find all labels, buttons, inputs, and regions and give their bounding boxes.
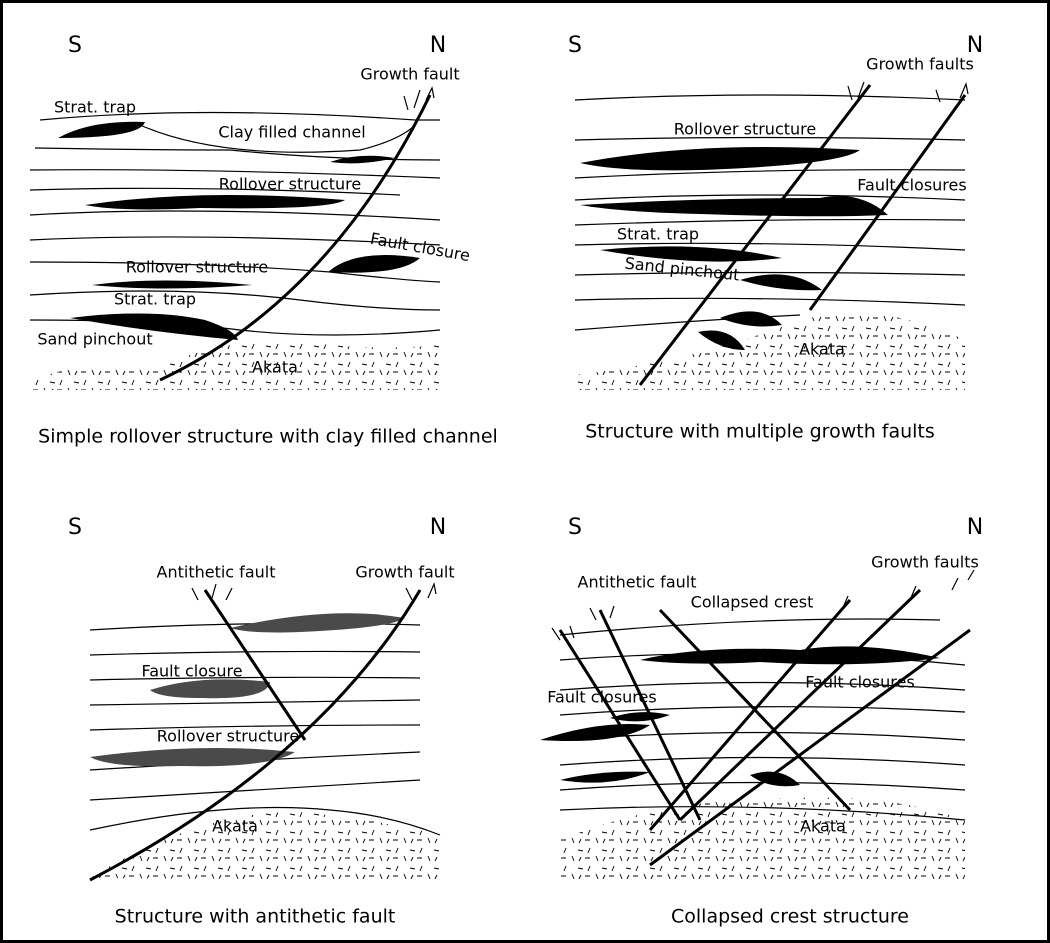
label: Clay filled channel [218, 123, 365, 142]
label: Growth faults [866, 55, 974, 74]
caption: Collapsed crest structure [671, 906, 909, 928]
label: Sand pinchout [37, 330, 152, 349]
label: Fault closures [547, 688, 656, 707]
label: Antithetic fault [157, 563, 276, 582]
compass-south: S [568, 33, 582, 58]
panel-3 [89, 581, 441, 882]
label: Akata [212, 817, 258, 836]
label: Growth fault [360, 65, 459, 84]
panel-1 [29, 86, 441, 390]
akata-zone [575, 313, 965, 390]
panel-2 [574, 81, 969, 390]
label: Akata [799, 340, 845, 359]
akata-zone [90, 811, 440, 880]
compass-north: N [430, 33, 446, 58]
label: Akata [800, 817, 846, 836]
label: Strat. trap [54, 98, 136, 117]
label: Antithetic fault [578, 573, 697, 592]
label: Rollover structure [674, 120, 816, 139]
caption: Structure with multiple growth faults [585, 421, 935, 443]
label: Collapsed crest [691, 593, 814, 612]
label: Growth fault [355, 563, 454, 582]
caption: Structure with antithetic fault [115, 906, 396, 928]
label: Strat. trap [617, 225, 699, 244]
compass-south: S [68, 515, 82, 540]
compass-south: S [568, 515, 582, 540]
label: Strat. trap [114, 290, 196, 309]
compass-north: N [967, 33, 983, 58]
label: Fault closure [141, 662, 242, 681]
caption: Simple rollover structure with clay fill… [38, 426, 498, 448]
label: Akata [252, 358, 298, 377]
compass-north: N [967, 515, 983, 540]
label: Rollover structure [219, 175, 361, 194]
label: Rollover structure [126, 258, 268, 277]
label: Fault closures [857, 176, 966, 195]
label: Rollover structure [157, 727, 299, 746]
compass-south: S [68, 33, 82, 58]
akata-zone [30, 340, 440, 390]
panel-4 [540, 569, 975, 880]
label: Growth faults [871, 553, 979, 572]
label: Fault closures [805, 673, 914, 692]
compass-north: N [430, 515, 446, 540]
